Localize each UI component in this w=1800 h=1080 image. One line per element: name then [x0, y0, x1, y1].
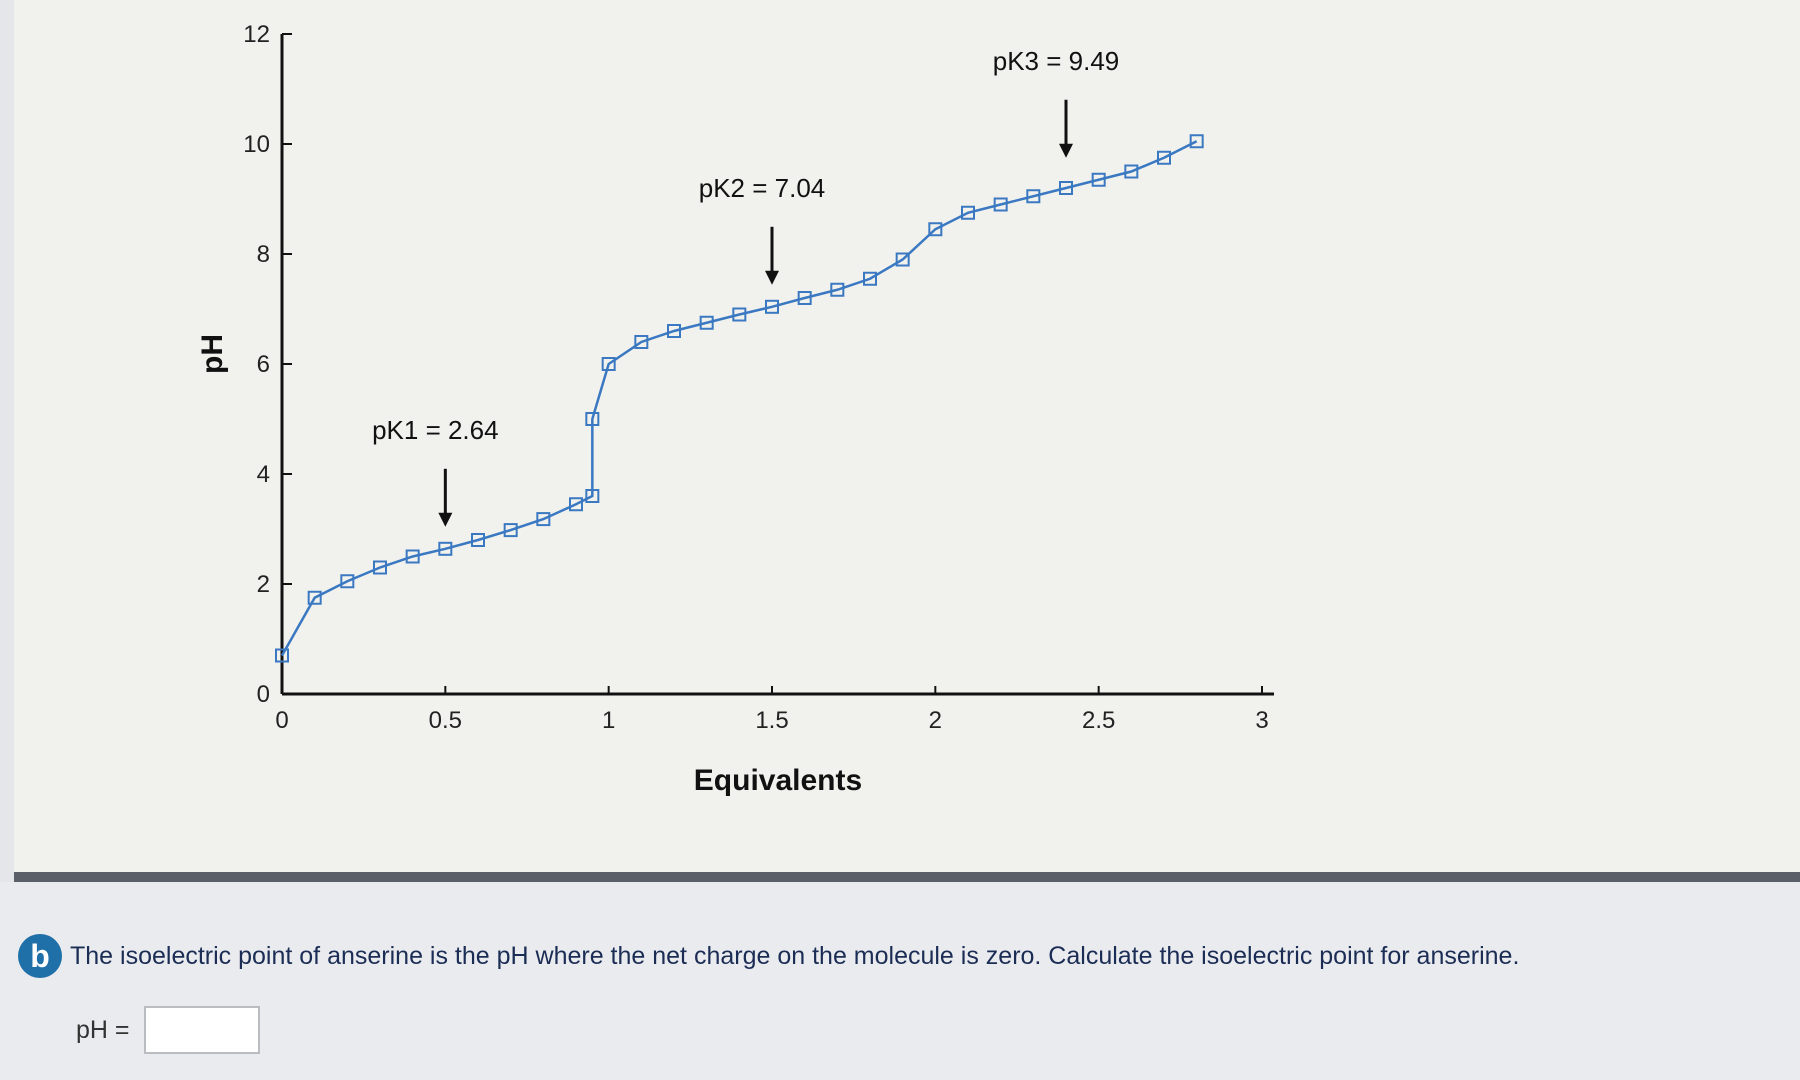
data-point-marker — [993, 197, 1008, 212]
answer-label: pH = — [76, 1015, 130, 1044]
data-point-marker — [928, 222, 943, 237]
x-tick-label: 2 — [929, 707, 942, 734]
titration-curve-line — [280, 140, 1198, 657]
data-point-marker — [863, 271, 877, 286]
data-point-marker — [699, 315, 714, 330]
data-point-marker — [307, 590, 322, 605]
x-tick-label: 3 — [1255, 707, 1268, 734]
chart-panel: 0 0.5 1 1.5 2 2.5 3 0 2 4 6 8 10 12 Equivalents pH pK1 =… — [14, 0, 1800, 872]
data-point-marker — [732, 307, 747, 322]
x-tick-label: 1.5 — [755, 707, 788, 734]
question-text: The isoelectric point of anserine is the… — [70, 941, 1520, 970]
pk-arrow-head — [1059, 143, 1073, 158]
y-tick-label: 6 — [257, 351, 270, 378]
data-point-marker — [634, 335, 649, 349]
x-tick-label: 0 — [275, 707, 288, 734]
data-point-marker — [667, 324, 681, 338]
data-point-marker — [961, 205, 975, 220]
x-axis-title: Equivalents — [694, 764, 862, 797]
data-point-marker — [438, 541, 453, 556]
data-point-marker — [895, 252, 910, 267]
data-point-marker — [1026, 189, 1041, 204]
data-point-marker — [405, 549, 420, 564]
data-point-marker — [830, 282, 845, 297]
data-point-marker — [585, 489, 600, 503]
y-tick-label: 0 — [257, 681, 270, 708]
y-tick-label: 2 — [257, 571, 270, 598]
question-area: b The isoelectric point of anserine is t… — [0, 882, 1800, 1080]
data-point-marker — [1124, 164, 1139, 179]
y-tick-label: 10 — [243, 131, 270, 158]
data-point-marker — [536, 512, 551, 527]
data-point-marker — [569, 497, 583, 512]
pk-arrow-head — [765, 270, 779, 285]
y-tick-label: 4 — [257, 461, 270, 488]
data-point-marker — [1157, 150, 1171, 165]
x-tick-label: 2.5 — [1082, 707, 1115, 734]
panel-divider — [14, 872, 1800, 882]
answer-row: pH = — [76, 1006, 260, 1054]
data-point-marker — [1059, 181, 1073, 195]
data-point-marker — [797, 291, 812, 305]
y-tick-label: 12 — [243, 21, 270, 48]
titration-chart: 0 0.5 1 1.5 2 2.5 3 0 2 4 6 8 10 12 Equivalents pH pK1 =… — [196, 21, 1274, 797]
question-row: b The isoelectric point of anserine is t… — [18, 934, 1519, 978]
y-axis-title: pH — [196, 334, 229, 374]
x-tick-label: 0.5 — [429, 707, 462, 734]
pk-arrow-head — [438, 512, 453, 527]
part-badge: b — [18, 934, 62, 978]
x-tick-label: 1 — [602, 707, 615, 734]
data-point-marker — [340, 574, 355, 589]
pk-annotation-label: pK3 = 9.49 — [993, 46, 1120, 76]
y-tick-label: 8 — [257, 241, 270, 268]
data-point-marker — [1091, 172, 1106, 187]
pk-annotation-label: pK1 = 2.64 — [372, 415, 499, 445]
data-point-marker — [585, 412, 600, 426]
data-point-marker — [275, 648, 289, 663]
ph-answer-input[interactable] — [143, 1006, 260, 1054]
data-point-marker — [503, 523, 518, 538]
data-point-marker — [1189, 134, 1204, 149]
pk-annotation-label: pK2 = 7.04 — [699, 173, 826, 203]
data-point-marker — [373, 560, 387, 575]
data-point-marker — [601, 357, 616, 371]
data-point-marker — [471, 533, 485, 547]
data-point-marker — [765, 299, 779, 314]
